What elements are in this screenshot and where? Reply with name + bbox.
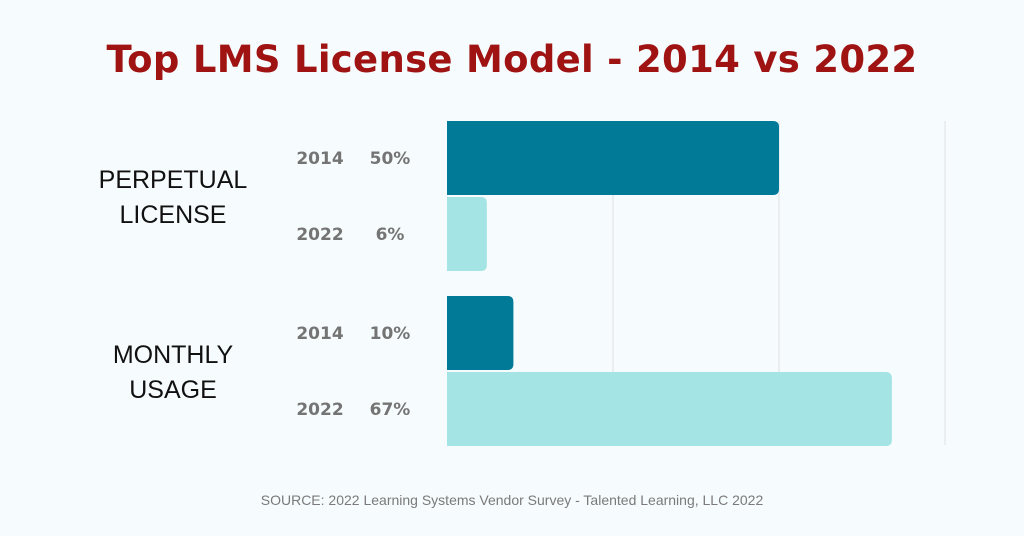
bar [447,296,514,370]
year-label: 2014 [296,324,343,344]
bar [447,121,779,195]
bar [447,197,487,271]
category-label: MONTHLY [113,341,234,369]
year-label: 2022 [296,225,343,245]
category-label: USAGE [129,376,217,404]
value-label: 67% [370,400,411,420]
bar [447,372,892,446]
category-label: LICENSE [120,201,227,229]
source-note: SOURCE: 2022 Learning Systems Vendor Sur… [260,492,764,508]
value-label: 10% [370,324,411,344]
year-label: 2014 [296,149,343,169]
chart-title: Top LMS License Model - 2014 vs 2022 [106,38,918,81]
category-label: PERPETUAL [99,166,248,194]
value-label: 6% [376,225,405,245]
value-label: 50% [370,149,411,169]
year-label: 2022 [296,400,343,420]
